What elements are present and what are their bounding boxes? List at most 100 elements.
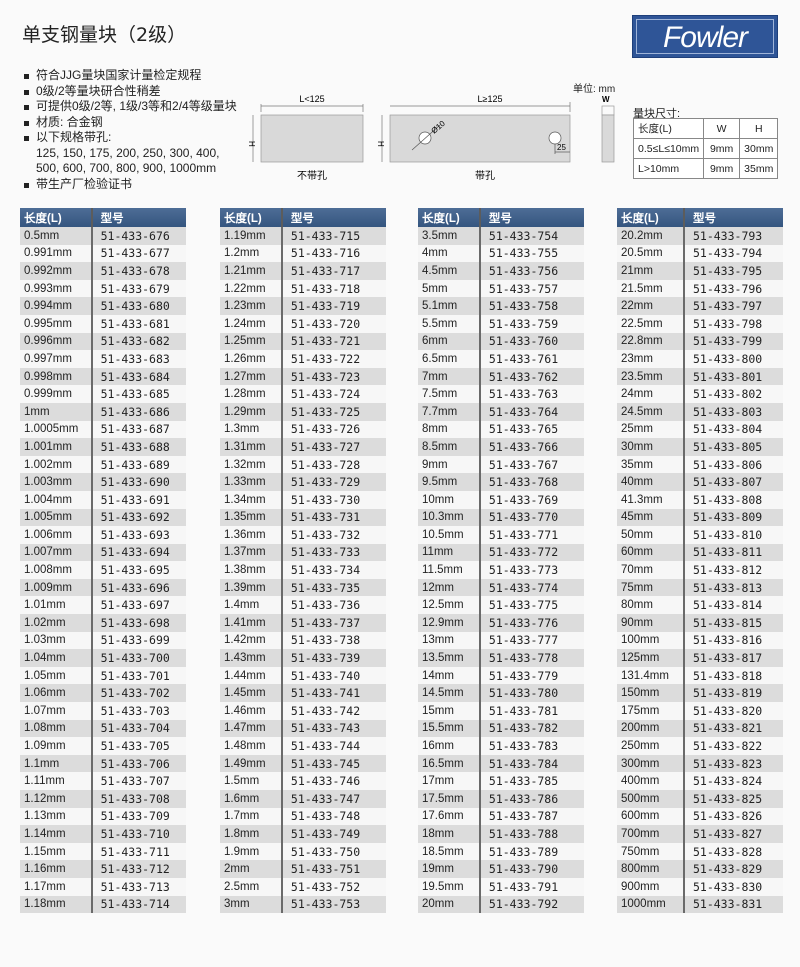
table-row: 1.45mm 51-433-741 <box>220 684 386 703</box>
table-row: 1.007mm 51-433-694 <box>20 543 186 562</box>
table-row: 1.2mm 51-433-716 <box>220 244 386 263</box>
table-row: 0.994mm 51-433-680 <box>20 297 186 315</box>
model-number-cell: 51-433-694 <box>90 543 186 562</box>
model-number-cell: 51-433-700 <box>90 649 186 667</box>
table-row: 1.46mm 51-433-742 <box>220 702 386 720</box>
length-cell: 15mm <box>418 702 480 720</box>
table-row: 800mm 51-433-829 <box>617 860 783 878</box>
length-cell: 21mm <box>617 262 684 280</box>
table-row: 41.3mm 51-433-808 <box>617 490 783 509</box>
table-row: 1.1mm 51-433-706 <box>20 754 186 773</box>
table-row: 175mm 51-433-820 <box>617 702 783 720</box>
model-number-cell: 51-433-755 <box>478 244 584 263</box>
model-number-cell: 51-433-826 <box>682 807 783 826</box>
model-number-cell: 51-433-774 <box>478 578 584 597</box>
table-row: 0.993mm 51-433-679 <box>20 279 186 298</box>
length-cell: 1.06mm <box>20 684 92 703</box>
length-cell: 2.5mm <box>220 877 282 896</box>
table-row: 10mm 51-433-769 <box>418 490 584 509</box>
model-number-cell: 51-433-754 <box>478 227 584 245</box>
table-row: 12.9mm 51-433-776 <box>418 614 584 632</box>
model-number-cell: 51-433-738 <box>280 631 386 650</box>
length-cell: 5mm <box>418 279 480 298</box>
table-row: 20.2mm 51-433-793 <box>617 227 783 245</box>
length-cell: 1.16mm <box>20 860 92 878</box>
length-cell: 1.23mm <box>220 297 282 315</box>
model-number-cell: 51-433-806 <box>682 455 783 474</box>
model-number-cell: 51-433-769 <box>478 490 584 509</box>
model-table-4: 长度(L) 型号 20.2mm 51-433-793 20.5mm 51-433-794 2… <box>617 208 783 914</box>
length-cell: 1.34mm <box>220 490 282 509</box>
length-cell: 1.14mm <box>20 825 92 843</box>
table-row: 5mm 51-433-757 <box>418 279 584 298</box>
table-row: 1.15mm 51-433-711 <box>20 842 186 861</box>
length-cell: 3mm <box>220 895 282 914</box>
model-number-cell: 51-433-743 <box>280 719 386 738</box>
model-number-cell: 51-433-733 <box>280 543 386 562</box>
unit-label: 单位: mm <box>573 84 616 95</box>
length-cell: 150mm <box>617 684 684 703</box>
model-number-cell: 51-433-701 <box>90 666 186 685</box>
table-row: 600mm 51-433-826 <box>617 807 783 826</box>
dim-cell: 0.5≤L≤10mm <box>632 138 705 159</box>
length-cell: 2mm <box>220 860 282 878</box>
table-row: 1.48mm 51-433-744 <box>220 737 386 755</box>
model-number-cell: 51-433-813 <box>682 578 783 597</box>
length-cell: 8mm <box>418 420 480 439</box>
table-row: 24mm 51-433-802 <box>617 385 783 403</box>
model-table-3: 长度(L) 型号 3.5mm 51-433-754 4mm 51-433-755 4.5mm… <box>418 208 584 914</box>
length-cell: 20.5mm <box>617 244 684 263</box>
table-row: 19mm 51-433-790 <box>418 860 584 878</box>
model-number-cell: 51-433-804 <box>682 420 783 439</box>
model-number-cell: 51-433-817 <box>682 649 783 667</box>
length-cell: 7.5mm <box>418 385 480 403</box>
height-label: H <box>376 141 385 147</box>
model-number-cell: 51-433-709 <box>90 807 186 826</box>
model-number-cell: 51-433-726 <box>280 420 386 439</box>
model-number-cell: 51-433-747 <box>280 790 386 808</box>
length-cell: 1.28mm <box>220 385 282 403</box>
length-header: 长度(L) <box>418 208 480 227</box>
feature-item: 可提供0级/2等, 1级/3等和2/4等级量块 <box>22 99 237 115</box>
table-row: 3.5mm 51-433-754 <box>418 227 584 245</box>
length-cell: 4.5mm <box>418 262 480 280</box>
table-row: 750mm 51-433-828 <box>617 842 783 861</box>
table-row: 1.03mm 51-433-699 <box>20 631 186 650</box>
table-row: 90mm 51-433-815 <box>617 614 783 632</box>
table-row: 100mm 51-433-816 <box>617 631 783 650</box>
table-row: 1.22mm 51-433-718 <box>220 279 386 298</box>
length-cell: 23mm <box>617 350 684 368</box>
length-cell: 24mm <box>617 385 684 403</box>
table-row: 1.34mm 51-433-730 <box>220 490 386 509</box>
table-row: 1.17mm 51-433-713 <box>20 877 186 896</box>
table-row: 1.21mm 51-433-717 <box>220 262 386 280</box>
length-cell: 1.03mm <box>20 631 92 650</box>
length-cell: 23.5mm <box>617 367 684 386</box>
table-header: 长度(L) 型号 <box>418 208 584 227</box>
table-row: 45mm 51-433-809 <box>617 508 783 527</box>
table-row: 7.7mm 51-433-764 <box>418 402 584 421</box>
model-number-cell: 51-433-808 <box>682 490 783 509</box>
block-with-hole: L≥125 H Ø10 25 带孔 <box>376 94 571 182</box>
table-row: 1.37mm 51-433-733 <box>220 543 386 562</box>
table-row: 500mm 51-433-825 <box>617 790 783 808</box>
length-cell: 12mm <box>418 578 480 597</box>
no-hole-caption: 不带孔 <box>297 170 327 182</box>
length-cell: 11mm <box>418 543 480 562</box>
table-row: 700mm 51-433-827 <box>617 825 783 843</box>
table-row: 1.29mm 51-433-725 <box>220 402 386 421</box>
length-cell: 1.004mm <box>20 490 92 509</box>
length-cell: 1.6mm <box>220 790 282 808</box>
table-row: 22.5mm 51-433-798 <box>617 314 783 333</box>
table-row: 16mm 51-433-783 <box>418 737 584 755</box>
model-number-cell: 51-433-702 <box>90 684 186 703</box>
length-cell: 0.992mm <box>20 262 92 280</box>
length-cell: 6.5mm <box>418 350 480 368</box>
length-cell: 17.5mm <box>418 790 480 808</box>
model-number-cell: 51-433-680 <box>90 297 186 315</box>
model-number-cell: 51-433-685 <box>90 385 186 403</box>
table-row: 1.25mm 51-433-721 <box>220 332 386 351</box>
page-title: 单支钢量块（2级） <box>22 24 187 46</box>
model-number-cell: 51-433-800 <box>682 350 783 368</box>
table-row: 20mm 51-433-792 <box>418 895 584 914</box>
